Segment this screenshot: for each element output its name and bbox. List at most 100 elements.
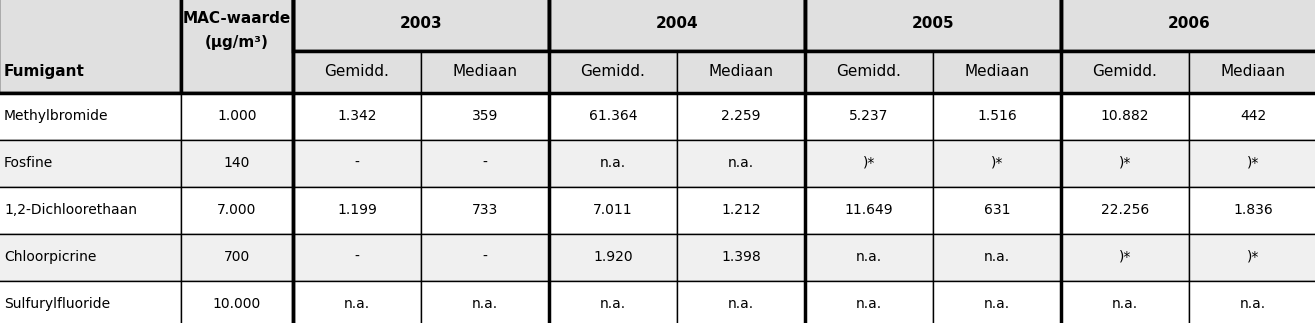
Text: 2004: 2004 [656, 16, 698, 30]
Text: n.a.: n.a. [1240, 297, 1266, 311]
Bar [181, 280, 293, 323]
Text: 1.398: 1.398 [721, 250, 761, 264]
Bar [805, 280, 934, 323]
Bar [421, 140, 548, 186]
Bar [677, 186, 805, 234]
Bar [677, 280, 805, 323]
Text: 1.212: 1.212 [721, 203, 761, 217]
Bar [934, 186, 1061, 234]
Bar [677, 50, 805, 92]
Bar [181, 234, 293, 280]
Text: 10.000: 10.000 [213, 297, 262, 311]
Bar [181, 92, 293, 140]
Bar [0, 0, 181, 92]
Text: )*: )* [1247, 250, 1260, 264]
Bar [1189, 280, 1315, 323]
Bar [1189, 186, 1315, 234]
Text: 11.649: 11.649 [844, 203, 893, 217]
Text: 733: 733 [472, 203, 498, 217]
Bar [181, 0, 293, 92]
Text: n.a.: n.a. [729, 297, 753, 311]
Text: -: - [483, 156, 488, 170]
Text: 1.836: 1.836 [1233, 203, 1273, 217]
Text: Methylbromide: Methylbromide [4, 109, 109, 123]
Bar [805, 50, 934, 92]
Bar [0, 280, 181, 323]
Text: 10.882: 10.882 [1101, 109, 1149, 123]
Bar [677, 92, 805, 140]
Text: 140: 140 [224, 156, 250, 170]
Text: )*: )* [1119, 250, 1131, 264]
Text: 61.364: 61.364 [589, 109, 638, 123]
Bar [0, 186, 181, 234]
Text: 7.000: 7.000 [217, 203, 256, 217]
Bar [1189, 92, 1315, 140]
Text: -: - [483, 250, 488, 264]
Text: n.a.: n.a. [345, 297, 370, 311]
Text: n.a.: n.a. [856, 250, 882, 264]
Text: )*: )* [990, 156, 1003, 170]
Text: 22.256: 22.256 [1101, 203, 1149, 217]
Text: 2.259: 2.259 [721, 109, 761, 123]
Bar [421, 50, 548, 92]
Bar [805, 140, 934, 186]
Text: Gemidd.: Gemidd. [580, 64, 646, 79]
Text: n.a.: n.a. [856, 297, 882, 311]
Text: Fumigant: Fumigant [4, 64, 85, 79]
Bar [421, 234, 548, 280]
Text: 1.342: 1.342 [337, 109, 377, 123]
Bar [293, 186, 421, 234]
Bar [548, 92, 677, 140]
Bar [1061, 280, 1189, 323]
Text: 1,2-Dichloorethaan: 1,2-Dichloorethaan [4, 203, 137, 217]
Text: 7.011: 7.011 [593, 203, 633, 217]
Text: -: - [355, 156, 359, 170]
Bar [1061, 50, 1189, 92]
Bar [805, 186, 934, 234]
Text: )*: )* [863, 156, 876, 170]
Bar [421, 92, 548, 140]
Bar [1189, 140, 1315, 186]
Bar [677, 234, 805, 280]
Bar [1061, 92, 1189, 140]
Bar [421, 186, 548, 234]
Text: n.a.: n.a. [600, 156, 626, 170]
Bar [1061, 0, 1315, 50]
Text: n.a.: n.a. [472, 297, 498, 311]
Bar [934, 92, 1061, 140]
Bar [1189, 50, 1315, 92]
Text: Gemidd.: Gemidd. [1093, 64, 1157, 79]
Bar [934, 50, 1061, 92]
Text: Gemidd.: Gemidd. [325, 64, 389, 79]
Bar [805, 234, 934, 280]
Bar [293, 140, 421, 186]
Text: 1.920: 1.920 [593, 250, 633, 264]
Text: )*: )* [1247, 156, 1260, 170]
Bar [1061, 186, 1189, 234]
Text: MAC-waarde: MAC-waarde [183, 11, 291, 26]
Text: 700: 700 [224, 250, 250, 264]
Bar [0, 234, 181, 280]
Bar [677, 140, 805, 186]
Text: Mediaan: Mediaan [964, 64, 1030, 79]
Bar [0, 92, 181, 140]
Text: Gemidd.: Gemidd. [836, 64, 902, 79]
Bar [181, 186, 293, 234]
Bar [934, 234, 1061, 280]
Text: 1.000: 1.000 [217, 109, 256, 123]
Text: 1.199: 1.199 [337, 203, 377, 217]
Bar [934, 280, 1061, 323]
Bar [181, 140, 293, 186]
Bar [805, 92, 934, 140]
Text: 1.516: 1.516 [977, 109, 1016, 123]
Text: n.a.: n.a. [984, 297, 1010, 311]
Bar [293, 92, 421, 140]
Text: Sulfurylfluoride: Sulfurylfluoride [4, 297, 110, 311]
Bar [293, 280, 421, 323]
Text: )*: )* [1119, 156, 1131, 170]
Text: Chloorpicrine: Chloorpicrine [4, 250, 96, 264]
Text: 631: 631 [984, 203, 1010, 217]
Text: 5.237: 5.237 [849, 109, 889, 123]
Bar [421, 280, 548, 323]
Text: n.a.: n.a. [984, 250, 1010, 264]
